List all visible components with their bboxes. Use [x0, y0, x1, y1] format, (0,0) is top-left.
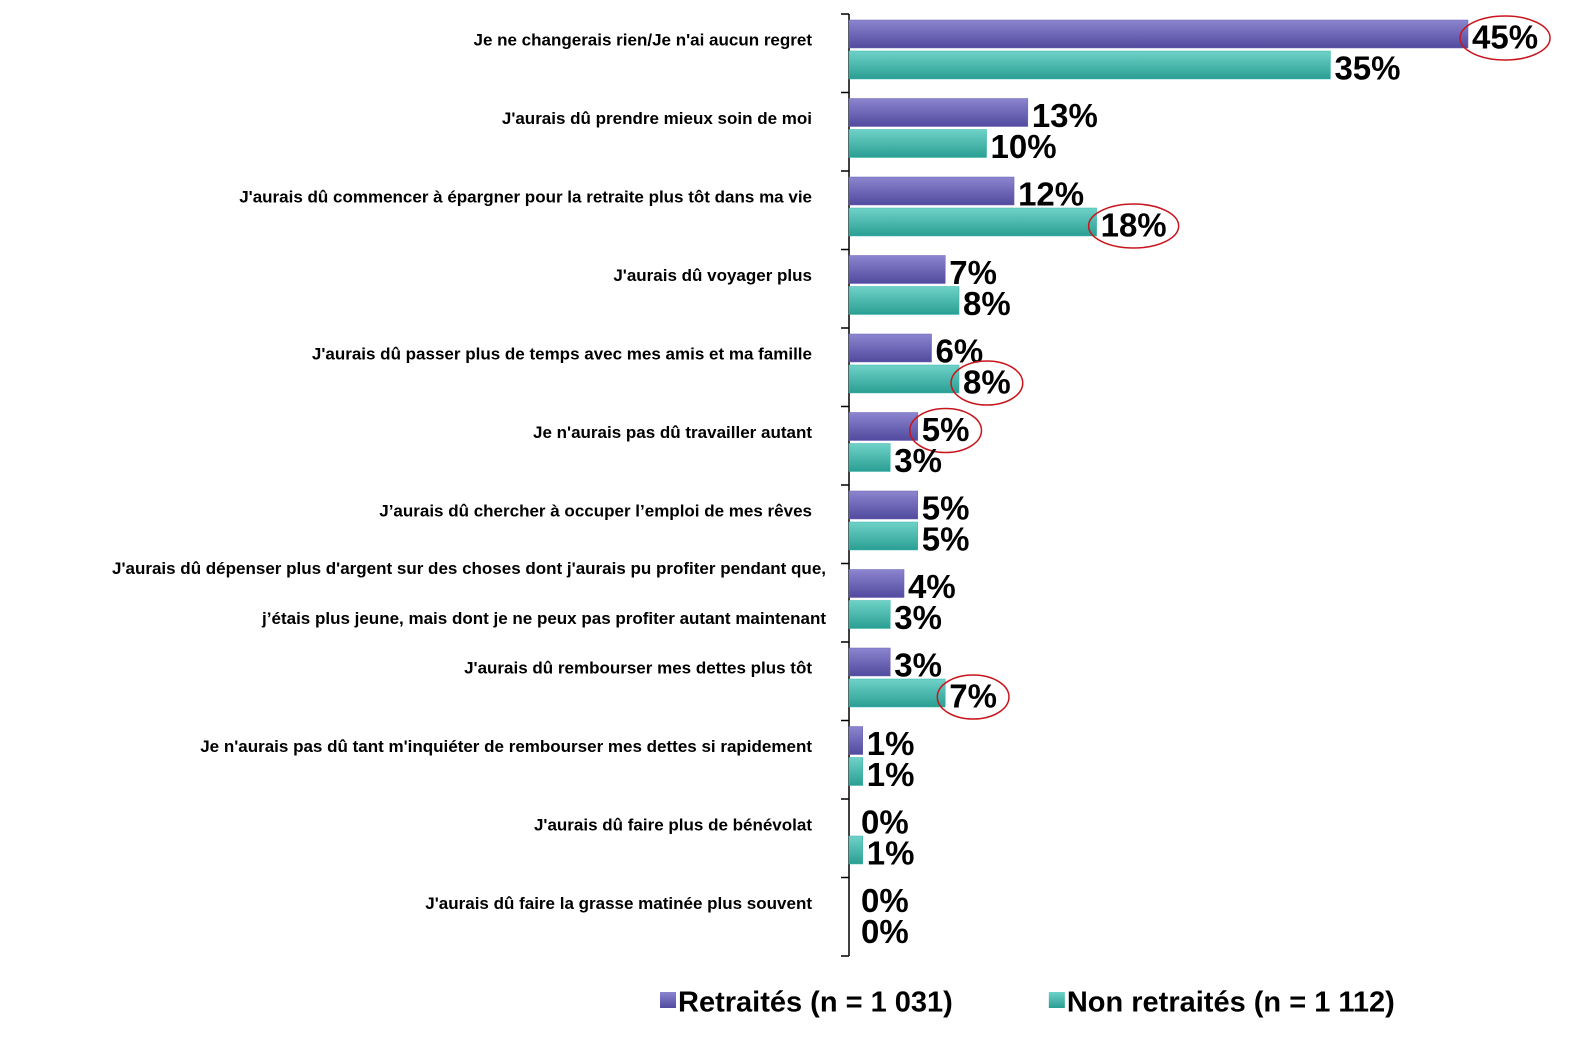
value-label: 4%: [908, 568, 956, 605]
bar: [848, 835, 864, 865]
highlight-circle: [1459, 15, 1551, 61]
category-label: J’aurais dû chercher à occuper l’emploi …: [379, 501, 812, 520]
category-label: J'aurais dû dépenser plus d'argent sur d…: [112, 559, 826, 578]
bar: [848, 207, 1097, 237]
category-label: J'aurais dû faire la grasse matinée plus…: [425, 894, 812, 913]
legend-swatch: [1048, 992, 1065, 1008]
category-label: J'aurais dû rembourser mes dettes plus t…: [464, 658, 812, 677]
bar: [848, 678, 946, 708]
bar: [848, 286, 960, 315]
bar: [848, 176, 1015, 206]
value-label: 5%: [922, 411, 970, 448]
bar: [848, 757, 864, 786]
category-label: Je n'aurais pas dû tant m'inquiéter de r…: [200, 737, 812, 756]
category-label: Je ne changerais rien/Je n'ai aucun regr…: [473, 30, 812, 49]
value-label: 13%: [1032, 97, 1098, 134]
value-label: 45%: [1472, 19, 1538, 56]
bar: [848, 98, 1029, 127]
category-label: Je n'aurais pas dû travailler autant: [533, 423, 812, 442]
value-label: 35%: [1334, 50, 1400, 87]
value-label: 5%: [922, 490, 970, 527]
category-label: J'aurais dû voyager plus: [613, 266, 812, 285]
bar: [848, 569, 905, 598]
value-label: 8%: [963, 364, 1011, 401]
highlight-circle: [1087, 203, 1180, 249]
highlight-circle: [950, 360, 1024, 406]
bar: [848, 521, 919, 551]
legend-swatch: [660, 992, 676, 1008]
category-label: J'aurais dû passer plus de temps avec me…: [312, 344, 812, 363]
category-label: J'aurais dû faire plus de bénévolat: [534, 815, 812, 834]
value-label: 5%: [922, 521, 970, 558]
bar: [848, 600, 891, 629]
bar: [848, 726, 864, 755]
bar: [848, 412, 919, 441]
legend-label: Retraités (n = 1 031): [678, 987, 953, 1019]
value-label: 3%: [894, 647, 942, 684]
bar: [848, 50, 1331, 80]
bar: [848, 333, 932, 363]
highlight-circle: [936, 674, 1010, 720]
bar: [848, 647, 891, 677]
value-label: 1%: [867, 756, 915, 793]
category-label: j’étais plus jeune, mais dont je ne peux…: [261, 609, 826, 628]
value-label: 8%: [963, 285, 1011, 322]
value-label: 0%: [861, 804, 909, 841]
bar: [848, 19, 1469, 49]
bar: [848, 490, 919, 520]
value-label: 10%: [991, 128, 1057, 165]
value-label: 1%: [867, 725, 915, 762]
bar: [848, 364, 960, 394]
category-label: J'aurais dû commencer à épargner pour la…: [239, 187, 812, 206]
value-label: 3%: [894, 599, 942, 636]
value-label: 3%: [894, 442, 942, 479]
value-label: 7%: [949, 254, 997, 291]
value-label: 1%: [867, 835, 915, 872]
category-label: J'aurais dû prendre mieux soin de moi: [502, 109, 812, 128]
value-label: 6%: [936, 333, 984, 370]
value-label: 0%: [861, 882, 909, 919]
bar: [848, 443, 891, 472]
value-label: 7%: [949, 678, 997, 715]
highlight-circle: [909, 407, 983, 454]
value-label: 18%: [1101, 207, 1167, 244]
bar: [848, 255, 946, 284]
bar: [848, 129, 987, 158]
legend-label: Non retraités (n = 1 112): [1067, 987, 1395, 1019]
value-label: 0%: [861, 913, 909, 950]
value-label: 12%: [1018, 176, 1084, 213]
